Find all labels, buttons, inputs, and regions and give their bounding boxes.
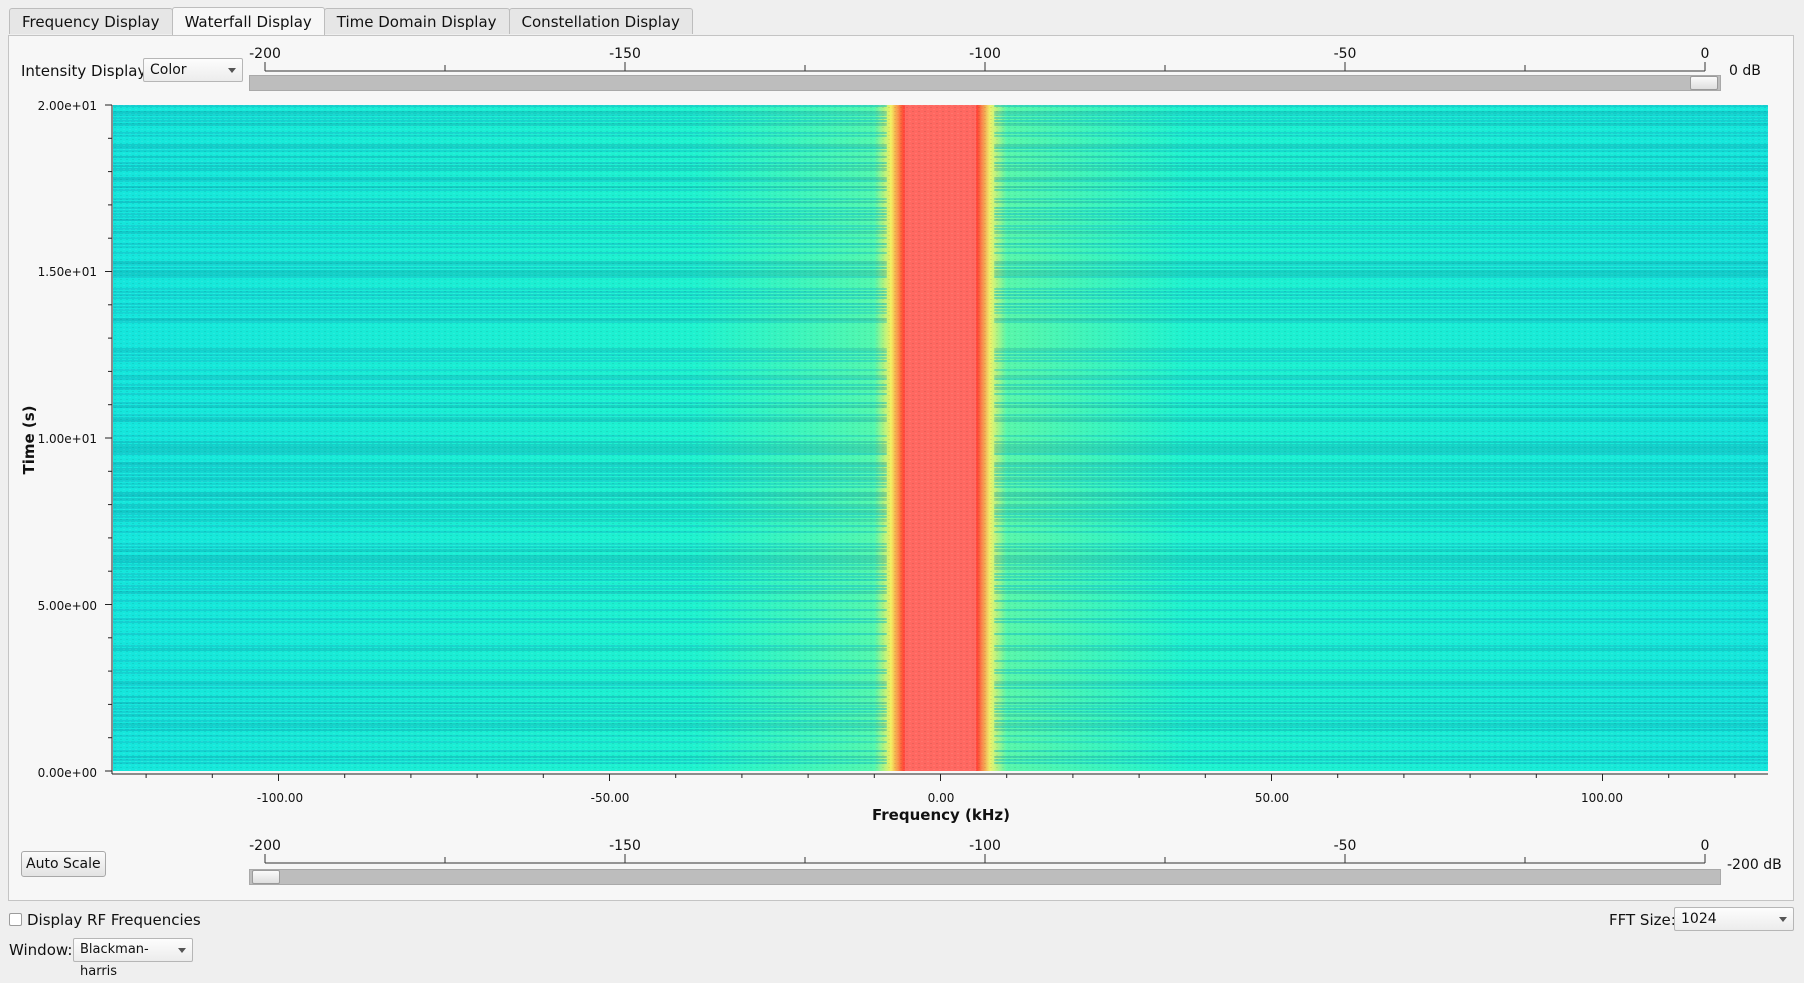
window-label: Window: (9, 941, 73, 959)
top-scale-axis: -200 -150 -100 -50 0 (249, 46, 1710, 72)
tab-time-domain-display[interactable]: Time Domain Display (323, 8, 510, 34)
display-rf-frequencies-label: Display RF Frequencies (27, 911, 201, 929)
bottom-scale-tick-label: -200 (249, 838, 281, 854)
intensity-display-value: Color (150, 62, 187, 78)
fft-size-select[interactable]: 1024 (1674, 907, 1794, 931)
top-scale-tick-label: 0 (1701, 46, 1710, 62)
min-intensity-slider[interactable] (249, 869, 1721, 885)
chevron-down-icon (178, 948, 186, 953)
top-scale-tick-label: -100 (969, 46, 1001, 62)
intensity-display-label: Intensity Display: (21, 62, 151, 80)
y-tick-label: 1.50e+01 (38, 265, 97, 279)
fft-size-value: 1024 (1681, 911, 1717, 927)
auto-scale-button[interactable]: Auto Scale (21, 851, 106, 877)
min-intensity-value: -200 dB (1727, 857, 1782, 873)
display-rf-frequencies-checkbox[interactable] (9, 913, 22, 926)
min-intensity-slider-handle[interactable] (252, 870, 280, 884)
fft-size-label: FFT Size: (1609, 911, 1676, 929)
bottom-scale-tick-label: 0 (1701, 838, 1710, 854)
y-tick-label: 2.00e+01 (38, 99, 97, 113)
top-scale-tick-label: -200 (249, 46, 281, 62)
max-intensity-slider-handle[interactable] (1690, 76, 1718, 90)
tab-waterfall-display[interactable]: Waterfall Display (171, 7, 325, 35)
window-value: Blackman-harris (80, 942, 149, 979)
y-tick-label: 0.00e+00 (38, 766, 97, 780)
intensity-display-select[interactable]: Color (143, 58, 243, 82)
bottom-scale-tick-label: -50 (1334, 838, 1357, 854)
top-scale-tick-label: -150 (609, 46, 641, 62)
x-tick-label: 50.00 (1255, 791, 1289, 805)
chevron-down-icon (228, 68, 236, 73)
x-axis-label: Frequency (kHz) (872, 806, 1010, 824)
tab-frequency-display[interactable]: Frequency Display (9, 8, 173, 34)
x-tick-label: 0.00 (928, 791, 955, 805)
y-tick-label: 1.00e+01 (38, 432, 97, 446)
waterfall-plot: 0.00e+00 5.00e+00 1.00e+01 1.50e+01 2.00… (20, 99, 1768, 824)
window-select[interactable]: Blackman-harris (73, 938, 193, 979)
x-tick-label: 100.00 (1581, 791, 1623, 805)
max-intensity-slider[interactable] (249, 75, 1721, 91)
bottom-scale-tick-label: -150 (609, 838, 641, 854)
bottom-scale-tick-label: -100 (969, 838, 1001, 854)
y-axis-label: Time (s) (20, 405, 38, 474)
bottom-scale-axis: -200 -150 -100 -50 0 (249, 838, 1710, 864)
y-tick-label: 5.00e+00 (38, 599, 97, 613)
top-scale-tick-label: -50 (1334, 46, 1357, 62)
waterfall-texture (113, 105, 1768, 771)
tab-constellation-display[interactable]: Constellation Display (508, 8, 693, 34)
max-intensity-value: 0 dB (1729, 63, 1761, 79)
tab-bar: Frequency Display Waterfall Display Time… (9, 7, 693, 35)
chevron-down-icon (1779, 917, 1787, 922)
x-tick-label: -50.00 (591, 791, 630, 805)
x-tick-label: -100.00 (257, 791, 303, 805)
